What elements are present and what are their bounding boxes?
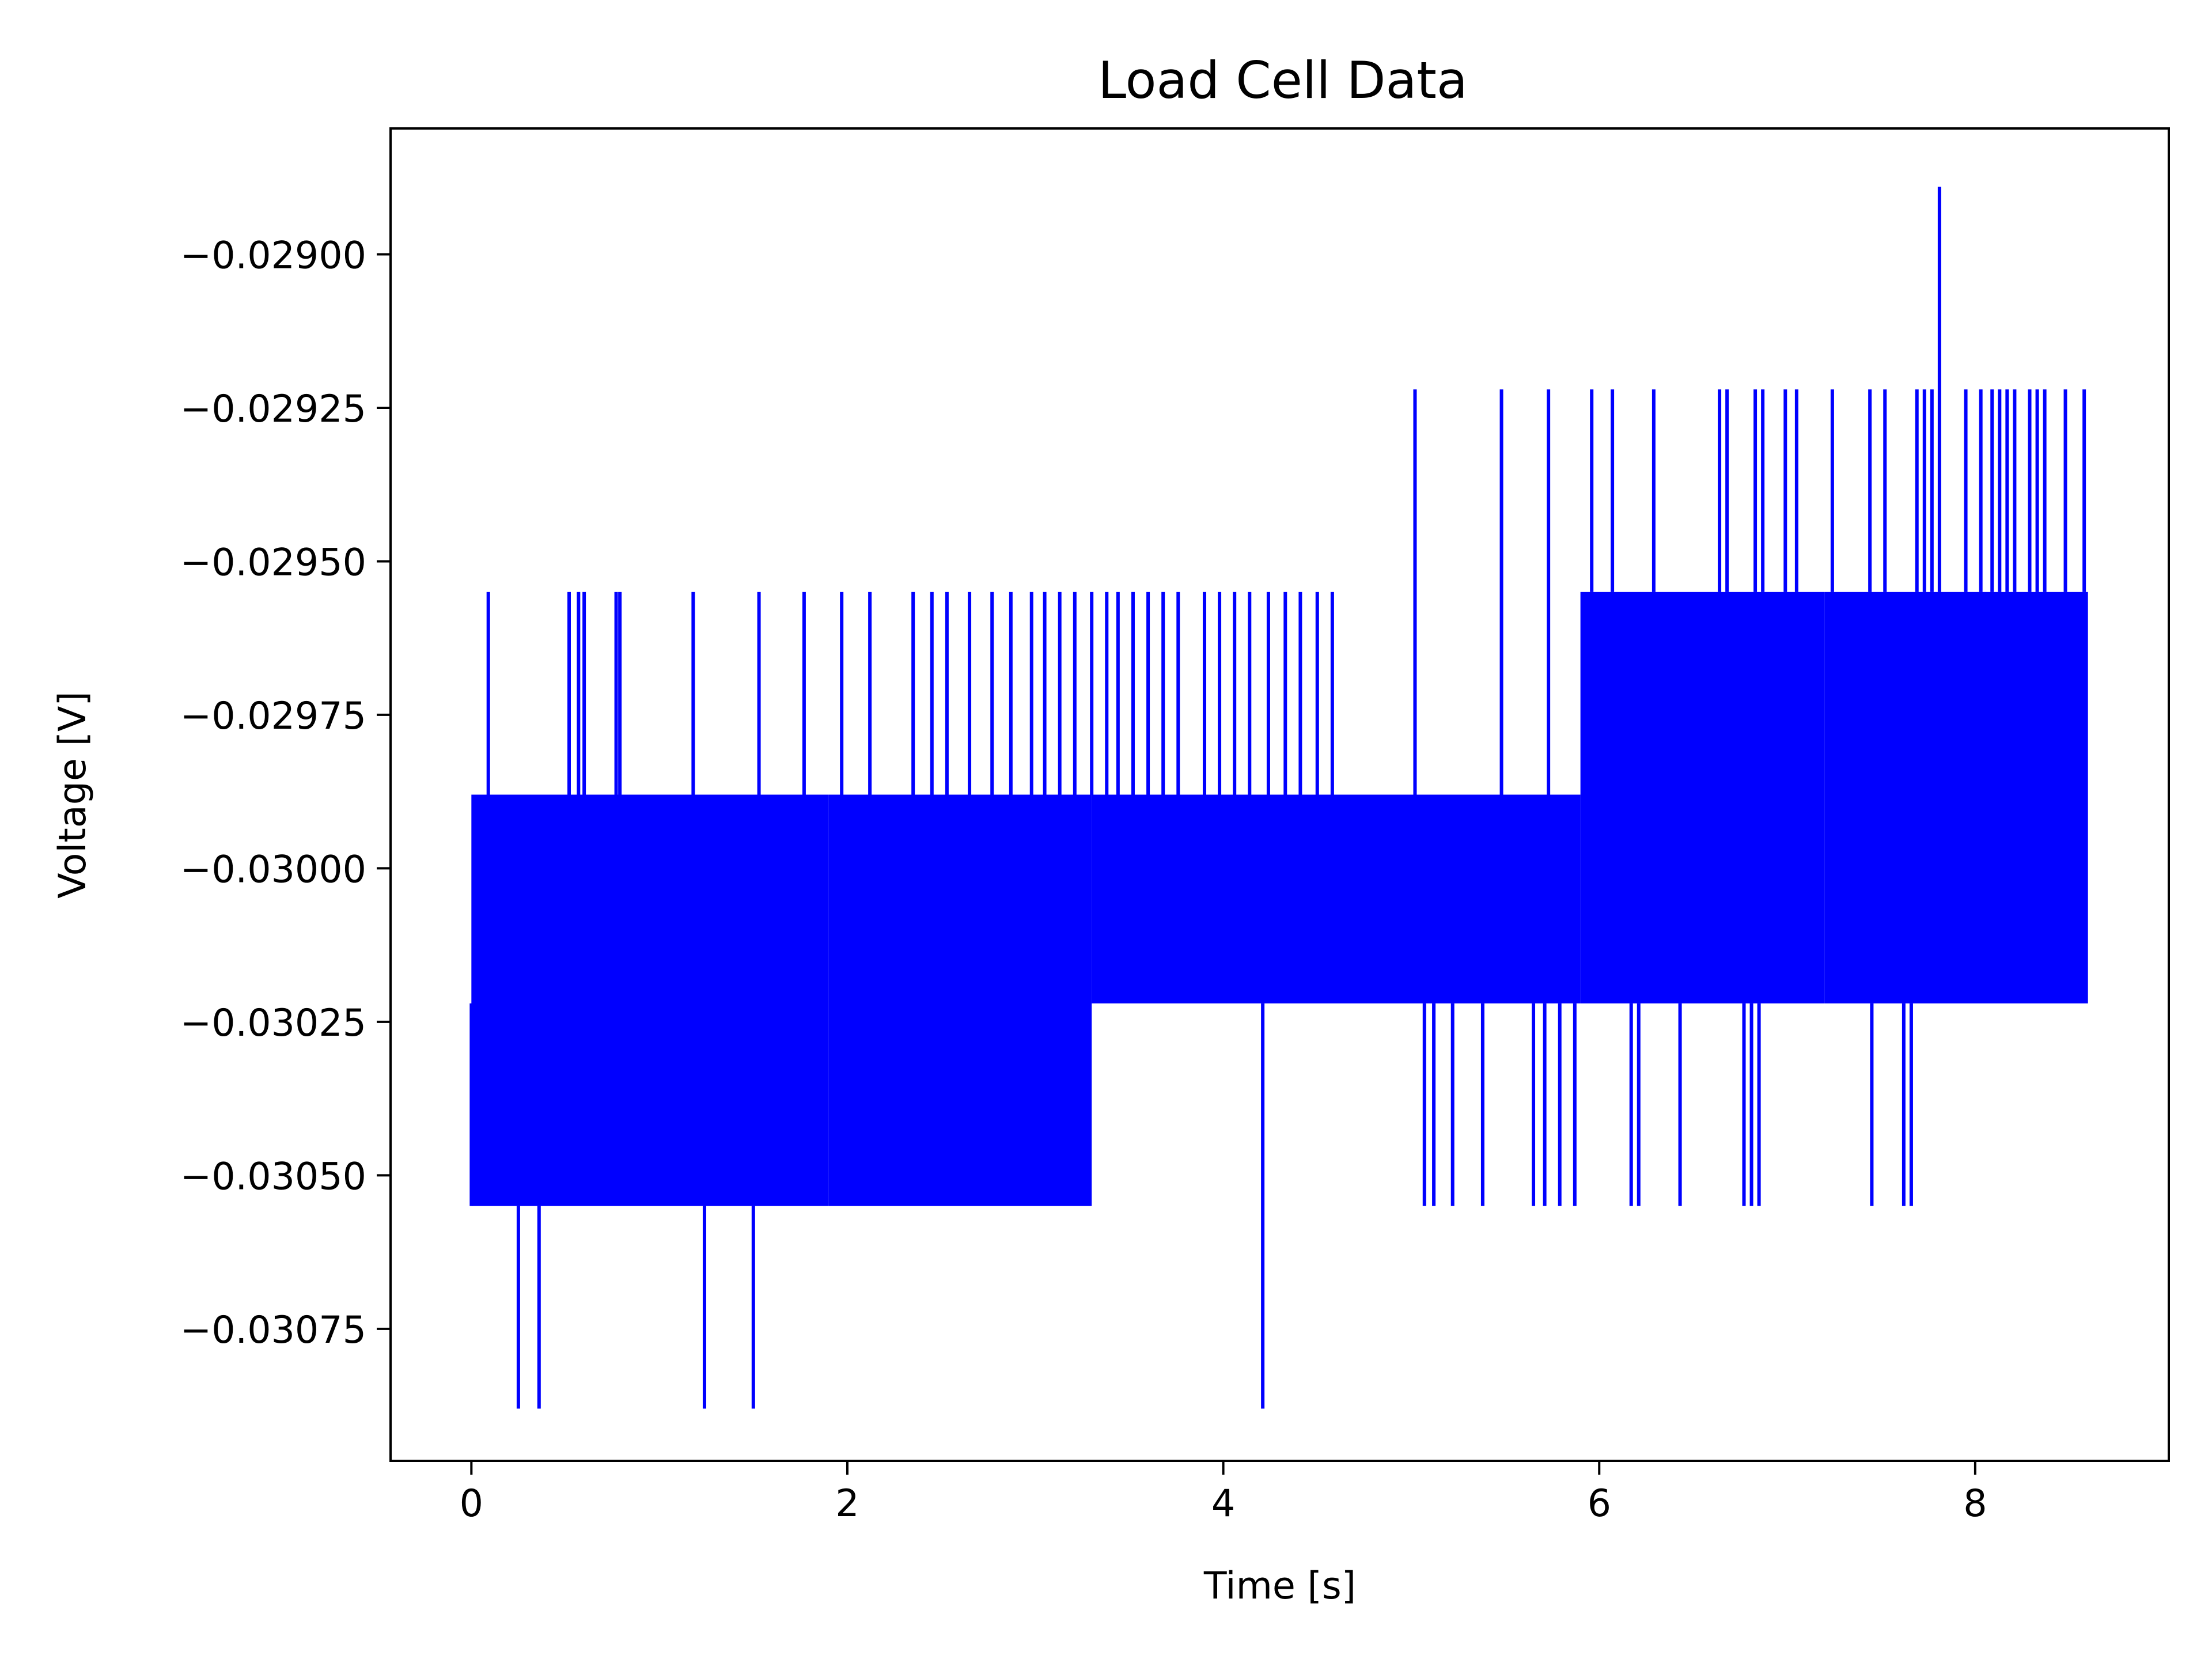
plot-frame: [389, 127, 2170, 1462]
chart-title: Load Cell Data: [1098, 51, 1468, 110]
x-tick-label: 6: [1588, 1482, 1611, 1525]
signal-band: [1092, 794, 1581, 1003]
x-tick-label: 2: [835, 1482, 859, 1525]
y-tick-label: −0.02900: [180, 234, 366, 278]
y-axis-label: Voltage [V]: [51, 691, 94, 899]
x-axis-label: Time [s]: [1203, 1565, 1356, 1608]
plot-area: [469, 187, 2088, 1409]
x-tick-label: 0: [460, 1482, 483, 1525]
y-tick-label: −0.03000: [180, 848, 366, 891]
y-tick-label: −0.02975: [180, 695, 366, 738]
x-axis: 0 2 4 6 8: [460, 1461, 1987, 1525]
signal-band: [828, 794, 1092, 1206]
signal-band: [1824, 592, 2088, 1003]
signal-band: [1580, 592, 1825, 1003]
x-tick-label: 4: [1211, 1482, 1235, 1525]
y-tick-label: −0.02950: [180, 541, 366, 584]
y-tick-label: −0.03075: [180, 1309, 366, 1352]
y-axis: −0.02900 −0.02925 −0.02950 −0.02975 −0.03000…: [180, 234, 391, 1352]
y-tick-label: −0.02925: [180, 388, 366, 431]
y-tick-label: −0.03025: [180, 1002, 366, 1045]
signal-band: [471, 794, 829, 1206]
y-tick-label: −0.03050: [180, 1155, 366, 1198]
x-tick-label: 8: [1963, 1482, 1987, 1525]
